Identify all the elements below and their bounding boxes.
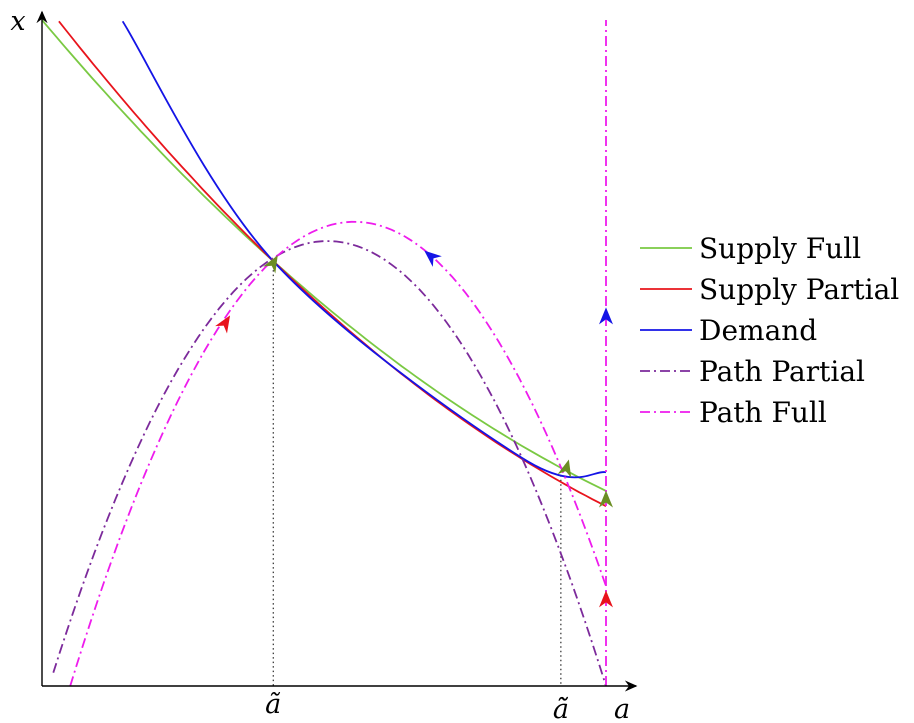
- olive-arrow-a-tilde: [263, 255, 278, 274]
- curve-path-partial: [52, 240, 607, 687]
- tick-labels: ã ã̃: [265, 689, 569, 723]
- olive-arrow-a-double-tilde: [557, 459, 572, 478]
- olive-arrow-right-end: [599, 490, 613, 508]
- legend-label-path-full: Path Full: [699, 396, 827, 429]
- curve-demand: [121, 20, 607, 479]
- x-axis-label: a: [614, 694, 630, 723]
- legend-label-path-partial: Path Partial: [699, 355, 865, 388]
- blue-arrow-vertical: [599, 307, 613, 325]
- direction-arrows: [215, 250, 613, 608]
- red-arrow-path-left: [215, 315, 231, 334]
- curve-supply-full: [41, 19, 607, 492]
- guide-lines: [272, 261, 562, 686]
- legend-label-supply-full: Supply Full: [699, 232, 861, 265]
- curves: [41, 19, 607, 687]
- blue-arrow-path-top: [424, 250, 442, 267]
- red-arrow-vertical-bottom: [599, 590, 613, 608]
- tick-label-a-double-tilde: ã̃: [553, 694, 569, 723]
- legend: Supply Full Supply Partial Demand Path Part…: [640, 232, 899, 429]
- tick-label-a-tilde: ã: [265, 689, 281, 720]
- y-axis-label: x: [10, 6, 25, 37]
- legend-label-demand: Demand: [699, 314, 817, 347]
- curve-supply-partial: [58, 20, 607, 508]
- curve-path-full: [69, 220, 607, 687]
- legend-label-supply-partial: Supply Partial: [699, 273, 899, 306]
